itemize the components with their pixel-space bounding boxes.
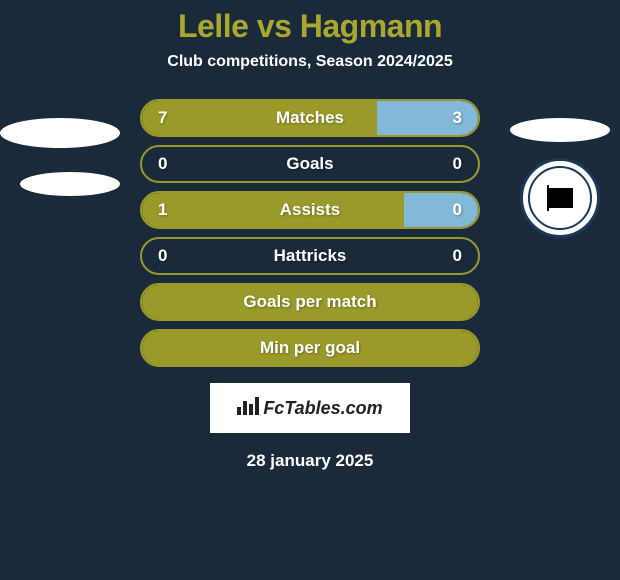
stat-row: 73Matches <box>140 99 480 137</box>
stats-list: 73Matches 00Goals 10Assists 00Hattricks Goal… <box>0 99 620 375</box>
stat-label: Goals <box>142 154 478 174</box>
date-label: 28 january 2025 <box>247 451 374 471</box>
stat-label: Hattricks <box>142 246 478 266</box>
stat-row: 00Goals <box>140 145 480 183</box>
page-title: Lelle vs Hagmann <box>178 8 442 45</box>
stat-label: Assists <box>142 200 478 220</box>
branding-text: FcTables.com <box>263 398 382 419</box>
stat-label: Matches <box>142 108 478 128</box>
comparison-card: Lelle vs Hagmann Club competitions, Seas… <box>0 0 620 580</box>
stat-label: Goals per match <box>142 292 478 312</box>
stat-row: Min per goal <box>140 329 480 367</box>
branding-box[interactable]: FcTables.com <box>210 383 410 433</box>
stat-row: 10Assists <box>140 191 480 229</box>
page-subtitle: Club competitions, Season 2024/2025 <box>167 53 452 71</box>
stat-row: Goals per match <box>140 283 480 321</box>
stat-label: Min per goal <box>142 338 478 358</box>
chart-icon <box>237 397 259 420</box>
stat-row: 00Hattricks <box>140 237 480 275</box>
